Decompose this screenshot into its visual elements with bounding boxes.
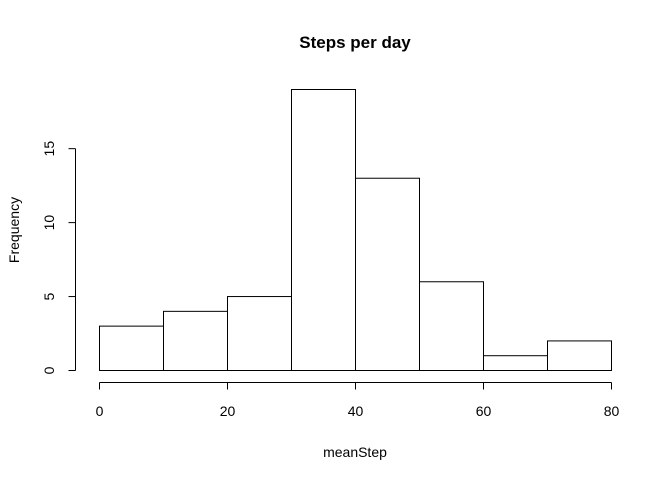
- x-tick-label: 60: [476, 403, 492, 419]
- x-tick-label: 0: [96, 403, 104, 419]
- histogram-bar: [355, 177, 420, 371]
- x-axis-label: meanStep: [323, 444, 387, 460]
- histogram-bar: [483, 355, 548, 372]
- y-tick-label: 5: [41, 292, 57, 300]
- histogram-bar: [547, 340, 612, 371]
- x-tick-label: 20: [220, 403, 236, 419]
- histogram-bar: [291, 89, 356, 371]
- y-axis: 0 5 10 15: [41, 141, 76, 374]
- y-tick-label: 10: [41, 215, 57, 231]
- histogram-bar: [99, 325, 164, 372]
- histogram-bar: [163, 310, 228, 371]
- x-tick-label: 40: [348, 403, 364, 419]
- histogram-bar: [227, 296, 292, 372]
- y-tick-label: 15: [41, 141, 57, 157]
- x-axis: 0 20 40 60 80: [96, 382, 620, 419]
- histogram-bars: [99, 89, 612, 372]
- y-axis-label: Frequency: [6, 197, 22, 263]
- histogram-bar: [419, 281, 484, 371]
- chart-title: Steps per day: [299, 33, 411, 52]
- y-tick-label: 0: [41, 366, 57, 374]
- x-tick-label: 80: [604, 403, 620, 419]
